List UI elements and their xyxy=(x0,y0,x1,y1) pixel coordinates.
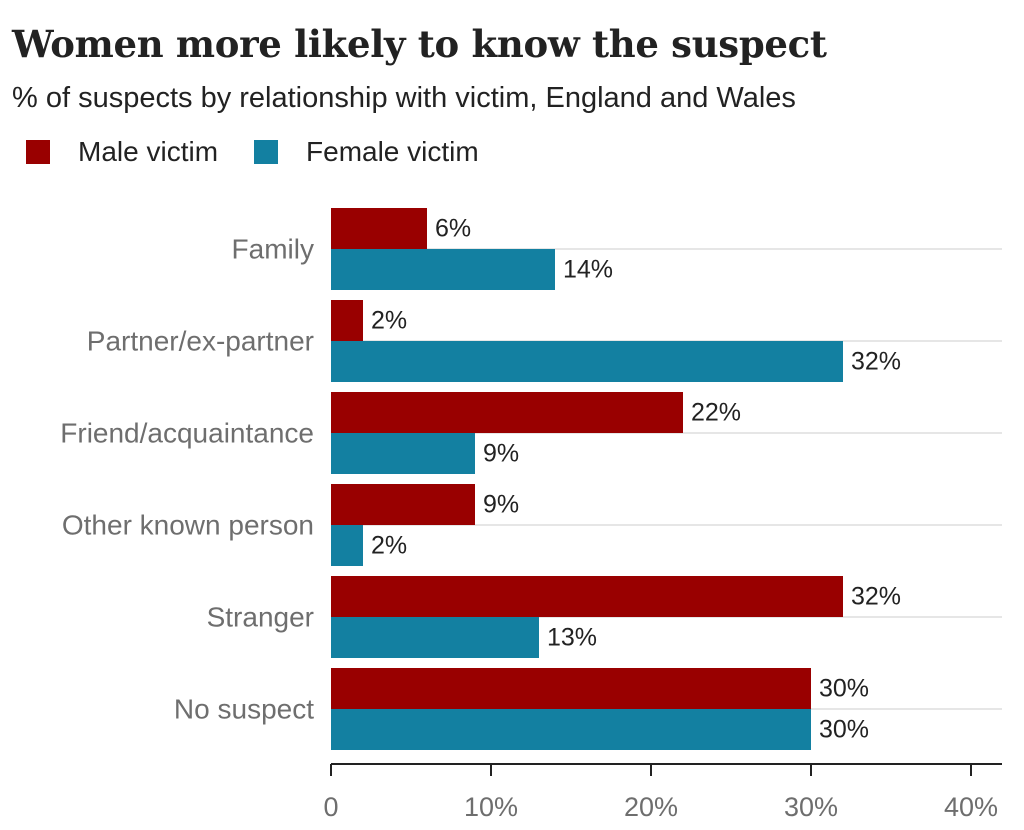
bar-female xyxy=(331,617,539,658)
bar-male xyxy=(331,668,811,709)
legend-label-male: Male victim xyxy=(78,136,219,167)
data-label-male: 30% xyxy=(819,675,869,703)
data-label-female: 9% xyxy=(483,440,519,468)
legend: Male victim Female victim xyxy=(26,136,515,168)
category-label: No suspect xyxy=(174,694,314,725)
bar-male xyxy=(331,300,363,341)
bar-female xyxy=(331,525,363,566)
bar-female xyxy=(331,433,475,474)
legend-swatch-male xyxy=(26,140,50,164)
category-label: Friend/acquaintance xyxy=(60,418,314,449)
x-tick-label: 10% xyxy=(464,792,518,822)
x-tick-label: 20% xyxy=(624,792,678,822)
x-tick-label: 30% xyxy=(784,792,838,822)
legend-item-female: Female victim xyxy=(254,136,479,168)
bar-female xyxy=(331,709,811,750)
category-label: Stranger xyxy=(207,602,314,633)
bar-female xyxy=(331,249,555,290)
data-label-female: 32% xyxy=(851,348,901,376)
bar-male xyxy=(331,576,843,617)
data-label-female: 14% xyxy=(563,256,613,284)
category-label: Other known person xyxy=(62,510,314,541)
data-label-male: 9% xyxy=(483,491,519,519)
data-label-female: 2% xyxy=(371,532,407,560)
data-label-male: 2% xyxy=(371,307,407,335)
legend-item-male: Male victim xyxy=(26,136,218,168)
chart-title: Women more likely to know the suspect xyxy=(12,22,827,66)
data-label-female: 13% xyxy=(547,624,597,652)
chart-subtitle: % of suspects by relationship with victi… xyxy=(12,82,796,114)
bar-male xyxy=(331,484,475,525)
legend-label-female: Female victim xyxy=(306,136,479,167)
bar-male xyxy=(331,392,683,433)
x-tick-label: 0 xyxy=(323,792,338,822)
bar-female xyxy=(331,341,843,382)
category-label: Partner/ex-partner xyxy=(87,326,314,357)
data-label-male: 22% xyxy=(691,399,741,427)
category-label: Family xyxy=(232,234,314,265)
bar-male xyxy=(331,208,427,249)
data-label-male: 32% xyxy=(851,583,901,611)
x-tick-label: 40% xyxy=(944,792,998,822)
data-label-male: 6% xyxy=(435,215,471,243)
data-label-female: 30% xyxy=(819,716,869,744)
legend-swatch-female xyxy=(254,140,279,164)
